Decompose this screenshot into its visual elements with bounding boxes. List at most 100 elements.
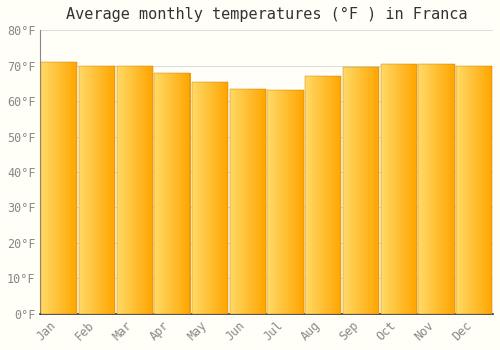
Bar xyxy=(269,90,270,314)
Bar xyxy=(421,64,422,314)
Bar xyxy=(449,64,450,314)
Bar xyxy=(94,65,96,314)
Bar xyxy=(340,76,342,314)
Bar xyxy=(116,65,152,314)
Bar xyxy=(66,62,67,314)
Bar xyxy=(351,67,352,314)
Title: Average monthly temperatures (°F ) in Franca: Average monthly temperatures (°F ) in Fr… xyxy=(66,7,468,22)
Bar xyxy=(55,62,56,314)
Bar xyxy=(71,62,72,314)
Bar xyxy=(107,65,108,314)
Bar xyxy=(144,65,145,314)
Bar xyxy=(116,65,117,314)
Bar xyxy=(302,90,303,314)
Bar xyxy=(411,64,412,314)
Bar xyxy=(361,67,362,314)
Bar xyxy=(59,62,60,314)
Bar xyxy=(406,64,408,314)
Bar xyxy=(172,73,173,314)
Bar xyxy=(222,82,223,314)
Bar xyxy=(140,65,141,314)
Bar xyxy=(467,65,468,314)
Bar xyxy=(270,90,271,314)
Bar xyxy=(43,62,44,314)
Bar xyxy=(129,65,130,314)
Bar xyxy=(164,73,165,314)
Bar xyxy=(418,64,419,314)
Bar xyxy=(117,65,118,314)
Bar xyxy=(462,65,464,314)
Bar xyxy=(328,76,329,314)
Bar xyxy=(298,90,300,314)
Bar xyxy=(442,64,443,314)
Bar xyxy=(230,89,231,314)
Bar xyxy=(158,73,160,314)
Bar xyxy=(403,64,404,314)
Bar xyxy=(154,73,190,314)
Bar xyxy=(336,76,337,314)
Bar xyxy=(383,64,384,314)
Bar xyxy=(382,64,383,314)
Bar xyxy=(474,65,475,314)
Bar xyxy=(108,65,110,314)
Bar xyxy=(73,62,74,314)
Bar xyxy=(491,65,492,314)
Bar xyxy=(343,67,379,314)
Bar xyxy=(290,90,292,314)
Bar xyxy=(162,73,163,314)
Bar xyxy=(220,82,221,314)
Bar xyxy=(100,65,102,314)
Bar xyxy=(136,65,137,314)
Bar xyxy=(106,65,107,314)
Bar xyxy=(418,64,454,314)
Bar xyxy=(200,82,202,314)
Bar xyxy=(348,67,350,314)
Bar xyxy=(324,76,326,314)
Bar xyxy=(166,73,168,314)
Bar xyxy=(137,65,138,314)
Bar xyxy=(250,89,252,314)
Bar xyxy=(429,64,430,314)
Bar xyxy=(435,64,436,314)
Bar xyxy=(264,89,265,314)
Bar xyxy=(305,76,342,314)
Bar xyxy=(244,89,245,314)
Bar xyxy=(131,65,132,314)
Bar xyxy=(130,65,131,314)
Bar xyxy=(437,64,438,314)
Bar xyxy=(207,82,208,314)
Bar xyxy=(402,64,403,314)
Bar xyxy=(236,89,237,314)
Bar xyxy=(97,65,98,314)
Bar xyxy=(265,89,266,314)
Bar xyxy=(79,65,115,314)
Bar xyxy=(391,64,392,314)
Bar xyxy=(477,65,478,314)
Bar xyxy=(210,82,211,314)
Bar xyxy=(260,89,261,314)
Bar xyxy=(242,89,243,314)
Bar xyxy=(218,82,219,314)
Bar xyxy=(416,64,417,314)
Bar xyxy=(398,64,399,314)
Bar xyxy=(154,73,155,314)
Bar xyxy=(89,65,90,314)
Bar xyxy=(339,76,340,314)
Bar xyxy=(353,67,354,314)
Bar xyxy=(401,64,402,314)
Bar xyxy=(408,64,409,314)
Bar xyxy=(231,89,232,314)
Bar xyxy=(284,90,285,314)
Bar xyxy=(168,73,170,314)
Bar xyxy=(183,73,184,314)
Bar xyxy=(124,65,125,314)
Bar xyxy=(289,90,290,314)
Bar xyxy=(180,73,181,314)
Bar xyxy=(141,65,142,314)
Bar xyxy=(156,73,157,314)
Bar xyxy=(303,90,304,314)
Bar xyxy=(426,64,427,314)
Bar xyxy=(330,76,332,314)
Bar xyxy=(375,67,376,314)
Bar xyxy=(261,89,262,314)
